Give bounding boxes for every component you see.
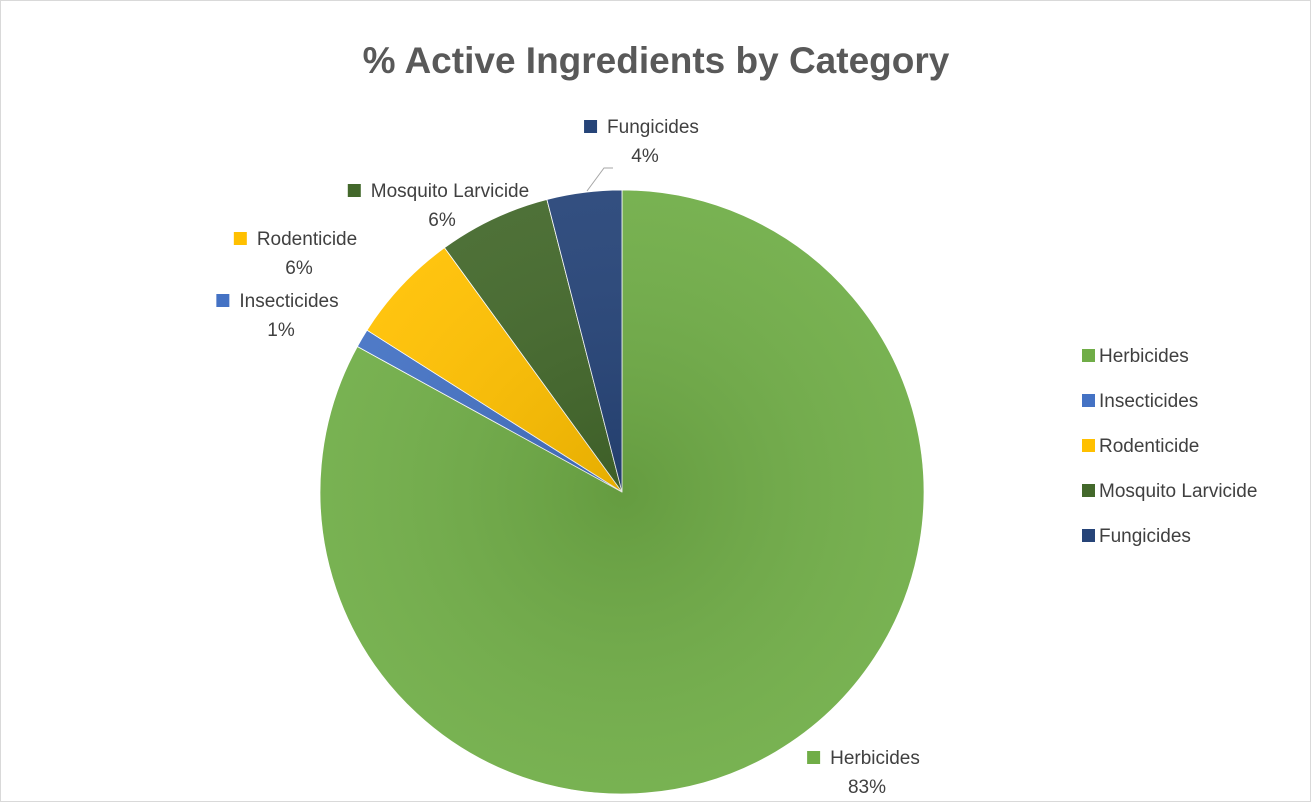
legend-item-fungicides: Fungicides [1082,526,1191,547]
data-label-insecticides: Insecticides 1% [216,291,339,341]
pie-shading [320,190,924,794]
data-label-name: Herbicides [830,748,920,769]
data-label-swatch [584,120,598,133]
data-label-value: 6% [285,258,313,279]
legend-swatch [1082,394,1095,407]
legend-label: Fungicides [1099,526,1191,547]
data-label-name: Rodenticide [257,229,357,250]
legend-swatch [1082,349,1095,362]
legend: Herbicides Insecticides Rodenticide Mosquit… [1082,346,1257,547]
legend-swatch [1082,439,1095,452]
data-label-herbicides: Herbicides 83% [807,748,920,798]
legend-item-insecticides: Insecticides [1082,391,1198,412]
data-label-name: Mosquito Larvicide [371,181,529,202]
legend-item-rodenticide: Rodenticide [1082,436,1199,457]
leader-line-fungicides [586,167,613,192]
data-label-name: Fungicides [607,117,699,138]
pie-slices [319,189,925,795]
leader-lines [586,167,613,192]
legend-label: Herbicides [1099,346,1189,367]
legend-label: Rodenticide [1099,436,1199,457]
data-labels: Herbicides 83% Insecticides 1% Rodenticide 6%… [216,117,920,798]
data-label-value: 6% [428,210,456,231]
data-label-value: 1% [267,320,295,341]
data-label-swatch [347,184,361,197]
data-label-swatch [216,294,230,307]
data-label-name: Insecticides [239,291,338,312]
data-label-swatch [233,232,247,245]
legend-swatch [1082,529,1095,542]
legend-swatch [1082,484,1095,497]
legend-label: Insecticides [1099,391,1198,412]
chart-title: % Active Ingredients by Category [363,40,950,81]
legend-label: Mosquito Larvicide [1099,481,1257,502]
legend-item-mosquito-larvicide: Mosquito Larvicide [1082,481,1257,502]
data-label-value: 4% [631,146,659,167]
data-label-rodenticide: Rodenticide 6% [233,229,357,279]
data-label-fungicides: Fungicides 4% [584,117,699,167]
data-label-value: 83% [848,777,886,798]
legend-item-herbicides: Herbicides [1082,346,1189,367]
data-label-swatch [807,751,821,764]
data-label-mosquito-larvicide: Mosquito Larvicide 6% [347,181,529,231]
